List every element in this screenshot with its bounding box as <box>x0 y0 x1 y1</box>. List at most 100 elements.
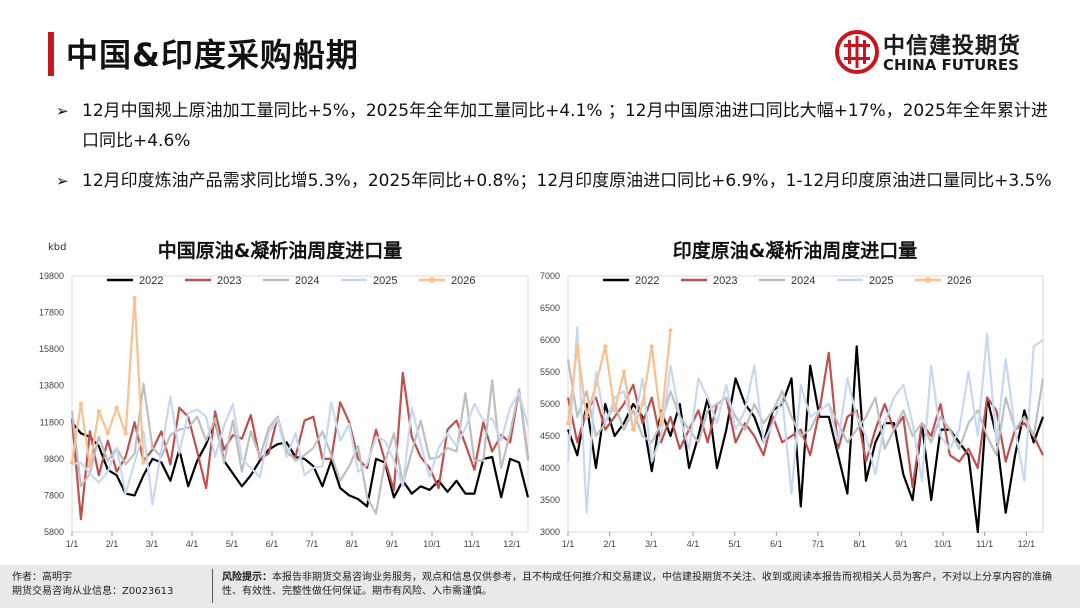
series-line-2025 <box>71 391 530 506</box>
series-line-2026 <box>566 330 672 431</box>
y-tick-label: 11800 <box>40 417 64 427</box>
author: 作者：高明宇 <box>12 572 72 583</box>
y-tick-label: 6000 <box>540 335 560 345</box>
risk-disclaimer: 风险提示：本报告非期货交易咨询业务服务，观点和信息仅供参考，且不构成任何推介和交… <box>222 571 1067 599</box>
bullet-arrow-icon: ➢ <box>56 172 69 190</box>
x-tick-label: 5/1 <box>728 539 741 549</box>
x-tick-label: 12/1 <box>503 539 521 549</box>
legend-marker <box>925 277 931 283</box>
legend-label: 2026 <box>947 275 971 287</box>
footer-author-block: 作者：高明宇 期货交易咨询从业信息：Z0023613 <box>12 571 173 599</box>
y-tick-label: 5000 <box>540 399 560 409</box>
license-info: 期货交易咨询从业信息：Z0023613 <box>12 586 174 597</box>
x-tick-label: 2/1 <box>603 539 616 549</box>
series-line-2024 <box>566 359 1045 457</box>
legend-entry-2026: 2026 <box>915 275 971 287</box>
x-tick-label: 3/1 <box>645 539 658 549</box>
x-tick-label: 8/1 <box>346 539 359 549</box>
legend-label: 2022 <box>139 275 163 287</box>
risk-label: 风险提示： <box>222 572 272 583</box>
x-tick-label: 12/1 <box>1018 539 1036 549</box>
x-tick-label: 7/1 <box>306 539 319 549</box>
y-tick-label: 4500 <box>540 431 560 441</box>
legend-label: 2023 <box>713 275 737 287</box>
legend-label: 2024 <box>791 275 815 287</box>
legend-marker <box>429 277 435 283</box>
legend-label: 2022 <box>635 275 659 287</box>
series-point-2026 <box>87 463 93 469</box>
x-tick-label: 1/1 <box>66 539 79 549</box>
y-tick-label: 4000 <box>540 463 560 473</box>
chart-title: 中国原油&凝析油周度进口量 <box>157 240 403 262</box>
series-point-2026 <box>141 460 146 465</box>
x-tick-label: 6/1 <box>770 539 783 549</box>
x-tick-label: 3/1 <box>146 539 159 549</box>
bullet-text: 12月中国规上原油加工量同比+5%，2025年全年加工量同比+4.1% ；12月… <box>82 101 1048 151</box>
bullet-text: 12月印度炼油产品需求同比增5.3%，2025年同比+0.8%；12月印度原油进… <box>82 171 1052 191</box>
series-point-2026 <box>105 431 110 436</box>
x-tick-label: 7/1 <box>812 539 825 549</box>
y-tick-label: 13800 <box>39 381 64 391</box>
series-point-2026 <box>621 369 627 375</box>
footer: 作者：高明宇 期货交易咨询从业信息：Z0023613 风险提示：本报告非期货交易… <box>0 565 1080 608</box>
series-point-2026 <box>69 460 75 465</box>
china-chart-svg: 5800 7800 9800 11800 13800 15800 17800 19800 1/1… <box>39 271 530 549</box>
y-tick-label: 17800 <box>39 308 64 318</box>
china-import-chart: 中国原油&凝析油周度进口量 kbd 5800 7800 9800 11800 13800… <box>20 232 540 557</box>
legend-entry-2024: 2024 <box>759 275 815 287</box>
series-point-2026 <box>96 409 102 414</box>
y-tick-label: 7800 <box>44 490 64 500</box>
series-point-2026 <box>612 408 617 413</box>
series-point-2026 <box>123 431 128 436</box>
logo-text-en: CHINA FUTURES <box>883 56 1019 74</box>
legend-label: 2025 <box>869 275 893 287</box>
x-tick-label: 6/1 <box>266 539 279 549</box>
series-point-2026 <box>114 405 119 410</box>
legend-entry-2023: 2023 <box>185 275 241 287</box>
x-tick-label: 4/1 <box>186 539 199 549</box>
footer-divider <box>212 569 213 603</box>
india-chart-svg: 3000 3500 4000 4500 5000 5500 6000 6500 7000 1/1 2… <box>540 271 1045 549</box>
series-point-2026 <box>649 344 655 349</box>
y-tick-label: 15800 <box>39 344 64 354</box>
page-title: 中国&印度采购船期 <box>66 36 359 74</box>
x-tick-label: 11/1 <box>464 539 481 549</box>
logo-text-cn: 中信建投期货 <box>883 34 1022 59</box>
y-tick-label: 3000 <box>540 527 560 537</box>
x-tick-label: 5/1 <box>226 539 239 549</box>
y-tick-label: 6500 <box>540 303 560 313</box>
legend-label: 2023 <box>217 275 241 287</box>
legend-entry-2023: 2023 <box>681 275 737 287</box>
chart-title: 印度原油&凝析油周度进口量 <box>672 240 918 262</box>
legend-entry-2022: 2022 <box>107 275 163 287</box>
citic-logo-icon <box>835 30 879 74</box>
x-tick-label: 10/1 <box>423 539 441 549</box>
series-point-2026 <box>668 328 673 333</box>
series-line-2023 <box>70 371 530 521</box>
series-point-2026 <box>132 295 137 301</box>
series-point-2026 <box>658 421 664 426</box>
series-point-2026 <box>630 427 636 432</box>
legend-label: 2025 <box>373 275 397 287</box>
legend-entry-2025: 2025 <box>837 275 893 287</box>
series-point-2026 <box>593 382 599 387</box>
risk-text: 本报告非期货交易咨询业务服务，观点和信息仅供参考，且不构成任何推介和交易建议，中… <box>222 572 1052 597</box>
bullet-arrow-icon: ➢ <box>56 102 69 120</box>
india-import-chart: 印度原油&凝析油周度进口量 3000 3500 4000 4500 5000 5500 60… <box>530 232 1060 557</box>
series-point-2026 <box>640 401 645 407</box>
series-point-2026 <box>78 401 84 407</box>
y-tick-label: 7000 <box>540 271 560 281</box>
legend-label: 2024 <box>295 275 319 287</box>
legend-entry-2026: 2026 <box>419 275 475 287</box>
x-tick-label: 10/1 <box>934 539 952 549</box>
y-tick-label: 5800 <box>44 527 64 537</box>
x-tick-label: 9/1 <box>895 539 908 549</box>
series-point-2026 <box>584 414 589 419</box>
series-line-2022 <box>566 345 1045 534</box>
plot-frame <box>567 275 1044 533</box>
series-point-2026 <box>603 344 608 349</box>
x-tick-label: 9/1 <box>386 539 399 549</box>
legend-entry-2024: 2024 <box>263 275 319 287</box>
y-tick-label: 19800 <box>39 271 64 281</box>
y-unit-label: kbd <box>48 242 67 253</box>
